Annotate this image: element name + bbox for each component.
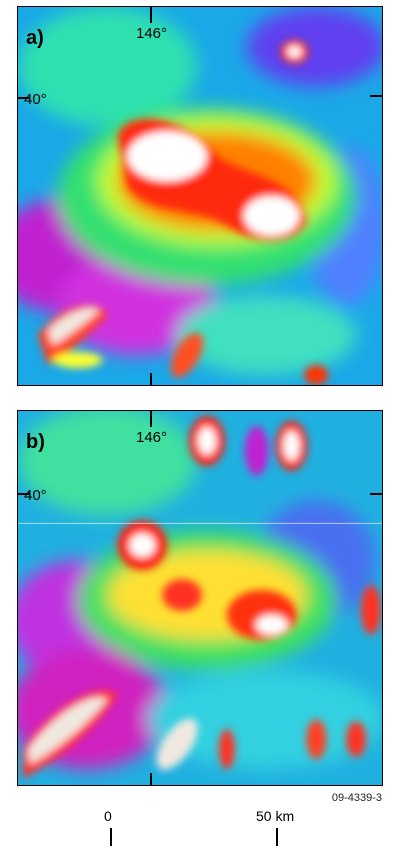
figure-id: 09-4339-3 [331, 792, 382, 804]
latitude-tick-left-a [18, 97, 30, 99]
scale-tick-max [276, 828, 278, 846]
magnetic-anomaly-map-a [18, 7, 382, 385]
latitude-tick-right-b [370, 493, 382, 495]
map-panel-a: a) 146° 40° [17, 6, 383, 386]
panel-label-b: b) [26, 431, 45, 453]
scale-max-label: 50 km [256, 808, 295, 824]
longitude-label-a: 146° [136, 25, 168, 42]
scale-zero-label: 0 [104, 808, 112, 824]
latitude-tick-right-a [370, 95, 382, 97]
panel-label-a: a) [26, 27, 44, 49]
longitude-label-b: 146° [136, 429, 168, 446]
longitude-tick-bottom-a [150, 373, 152, 385]
longitude-tick-bottom-b [150, 773, 152, 785]
latitude-label-a: 40° [24, 91, 47, 108]
map-panel-b: b) 146° 40° [17, 410, 383, 786]
scale-bar: 0 50 km [90, 808, 310, 848]
latitude-label-b: 40° [24, 487, 47, 504]
magnetic-anomaly-map-b [18, 411, 382, 785]
latitude-tick-left-b [18, 493, 30, 495]
longitude-tick-top-b [150, 411, 152, 427]
scale-tick-zero [110, 828, 112, 846]
longitude-tick-top-a [150, 7, 152, 23]
